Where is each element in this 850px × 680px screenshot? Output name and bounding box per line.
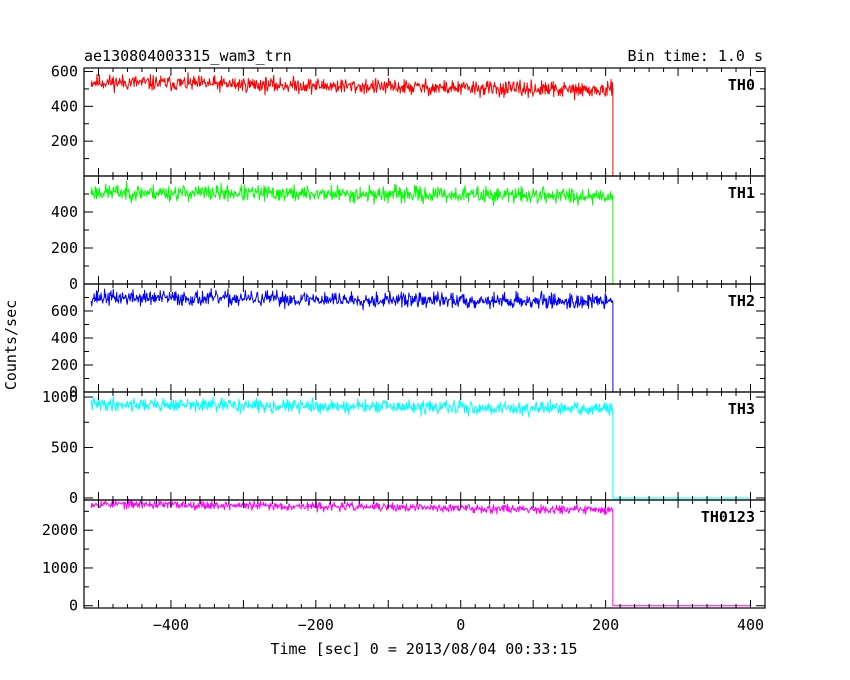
y-tick-label: 600: [51, 62, 78, 80]
panel-frame: [83, 67, 766, 177]
y-tick-label: 500: [51, 439, 78, 457]
panel-label-th2: TH2: [728, 292, 755, 310]
panel-frame: [83, 391, 766, 501]
y-tick-label: 0: [69, 383, 78, 401]
y-tick-label: 0: [69, 597, 78, 615]
x-axis-label: Time [sec] 0 = 2013/08/04 00:33:15: [270, 640, 577, 658]
series-line-th0123: [90, 498, 751, 607]
panel-th1: 0 200 400 TH1: [51, 175, 766, 293]
x-tick-label: −200: [298, 616, 334, 634]
panel-th0123: 0 1000 2000 TH0123: [42, 498, 766, 615]
bin-time-label: Bin time: 1.0 s: [628, 47, 763, 65]
panel-label-th0: TH0: [728, 76, 755, 94]
panel-stack: 200 400 600 TH0 0 200 400 TH1 0 200 400 600 TH2 0 500 1…: [42, 62, 766, 615]
y-tick-label: 2000: [42, 521, 78, 539]
y-tick-label: 200: [51, 239, 78, 257]
series-line-th3: [90, 396, 751, 499]
panel-label-th1: TH1: [728, 184, 755, 202]
y-tick-label: 0: [69, 489, 78, 507]
series-line-th0: [90, 72, 751, 177]
x-tick-label: −400: [153, 616, 189, 634]
x-tick-label: 0: [456, 616, 465, 634]
panel-th2: 0 200 400 600 TH2: [51, 283, 766, 401]
series-line-th2: [90, 288, 751, 393]
y-axis-label: Counts/sec: [2, 300, 20, 390]
y-tick-label: 400: [51, 97, 78, 115]
y-tick-label: 200: [51, 132, 78, 150]
panel-th3: 0 500 1000 TH3: [42, 388, 766, 507]
x-tick-label: 200: [592, 616, 619, 634]
y-tick-label: 600: [51, 302, 78, 320]
y-tick-label: 0: [69, 275, 78, 293]
panel-label-th0123: TH0123: [701, 508, 755, 526]
y-tick-label: 400: [51, 329, 78, 347]
panel-label-th3: TH3: [728, 400, 755, 418]
y-tick-label: 200: [51, 356, 78, 374]
panel-frame: [83, 499, 766, 609]
y-tick-label: 1000: [42, 559, 78, 577]
y-tick-label: 400: [51, 203, 78, 221]
series-line-th1: [90, 180, 751, 285]
panel-th0: 200 400 600 TH0: [51, 62, 766, 177]
x-tick-label: 400: [737, 616, 764, 634]
chart-title: ae130804003315_wam3_trn: [84, 47, 292, 65]
y-tick-label: 1000: [42, 388, 78, 406]
x-axis: −400 −200 0 200 400: [153, 616, 764, 634]
